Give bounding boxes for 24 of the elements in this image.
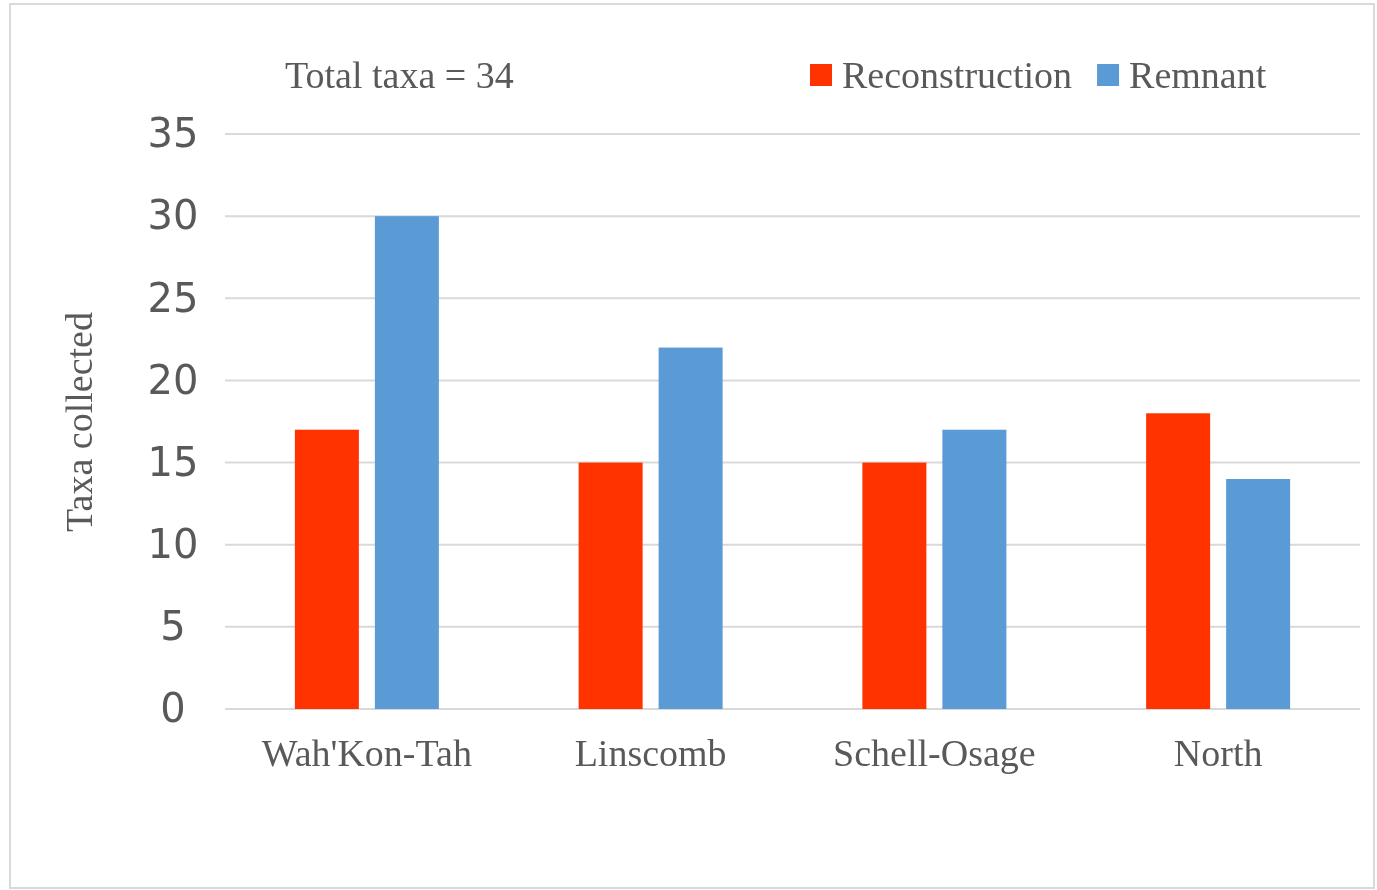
bar — [374, 216, 439, 709]
legend-label: Reconstruction — [842, 54, 1073, 96]
text: Total taxa = 34 — [285, 54, 514, 96]
y-tick-label: 0 — [160, 685, 186, 732]
bar — [1146, 413, 1211, 709]
y-tick-label: 35 — [147, 110, 199, 157]
x-tick-label: North — [1173, 731, 1263, 774]
bar — [942, 429, 1007, 709]
legend-label: Remnant — [1129, 54, 1267, 96]
x-tick-label: Schell-Osage — [833, 731, 1036, 774]
y-tick-label: 5 — [160, 603, 186, 650]
y-tick-label: 10 — [147, 521, 199, 568]
y-tick-label: 20 — [147, 356, 199, 403]
x-tick-label: Wah'Kon-Tah — [261, 731, 472, 774]
bar — [1226, 479, 1291, 709]
y-axis-title: Taxa collected — [58, 312, 100, 532]
y-tick-label: 30 — [147, 192, 199, 239]
bar — [862, 462, 927, 709]
bar — [294, 429, 359, 709]
x-tick-label: Linscomb — [574, 731, 727, 774]
bar — [658, 347, 723, 709]
y-tick-label: 15 — [147, 438, 199, 485]
bar — [578, 462, 643, 709]
y-tick-label: 25 — [147, 274, 199, 321]
